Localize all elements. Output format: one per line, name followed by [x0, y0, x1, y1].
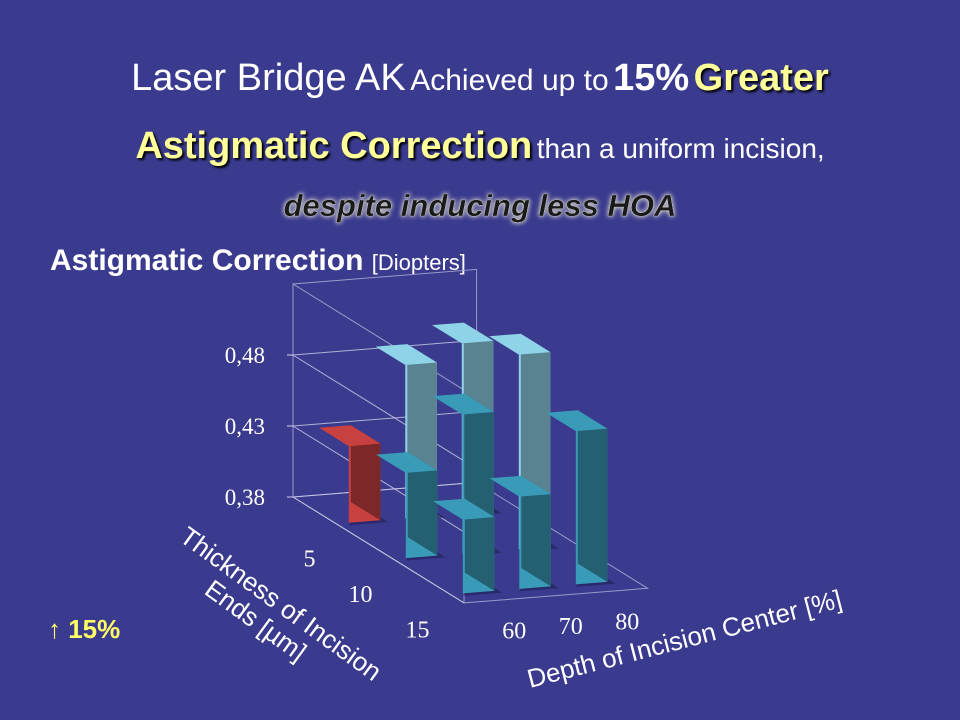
chart-axes: 0,38 0,43 0,48 [225, 268, 650, 604]
bar-15um-60pct [433, 498, 503, 596]
bar-top-face [432, 322, 494, 344]
x-tick-label: 60 [502, 619, 526, 645]
bar-top-face [319, 425, 381, 447]
bar-side-face [407, 452, 438, 556]
bar-top-face [489, 475, 551, 497]
title-part-greater: Greater [693, 57, 829, 99]
bar-5um-60pct [319, 425, 389, 526]
x-tick-label: 70 [559, 614, 583, 640]
title-part-percent: 15% [613, 57, 690, 99]
chart-heading-unit: [Diopters] [371, 250, 466, 275]
z-tick-label: 0,48 [225, 343, 265, 368]
bar-10um-60pct [376, 452, 446, 561]
bar-top-face [433, 498, 495, 520]
title-part-astigmatic-correction: Astigmatic Correction [135, 125, 533, 167]
footnote-increase: ↑ 15% [48, 614, 121, 644]
bar-15um-80pct [546, 410, 616, 587]
bar-side-face [464, 498, 495, 591]
slide-title: Laser Bridge AK Achieved up to 15% Great… [0, 48, 960, 234]
bar-top-face [489, 333, 551, 355]
title-part-laser-bridge: Laser Bridge AK [131, 57, 406, 99]
chart-heading: Astigmatic Correction [Diopters] [50, 244, 466, 278]
back-wall [292, 268, 478, 498]
bar-top-face [375, 344, 437, 365]
title-part-despite: despite inducing less HOA [283, 188, 677, 223]
y-tick-label: 15 [406, 617, 430, 643]
x-tick-label: 80 [615, 610, 639, 636]
title-part-achieved: Achieved up to [410, 64, 609, 97]
bar-top-face [376, 452, 438, 473]
bar-top-face [546, 410, 608, 432]
title-part-uniform: than a uniform incision, [536, 133, 825, 164]
y-tick-label: 5 [304, 547, 316, 573]
chart-heading-label: Astigmatic Correction [50, 244, 364, 277]
bar-side-face [350, 425, 381, 521]
z-tick-label: 0,43 [225, 414, 265, 439]
bar-top-face [432, 393, 494, 415]
bar-side-face [521, 475, 551, 587]
z-tick-label: 0,38 [225, 485, 265, 510]
bar-side-face [577, 410, 608, 582]
bars [319, 322, 616, 596]
bar-15um-70pct [489, 475, 559, 592]
y-tick-label: 10 [349, 582, 373, 608]
